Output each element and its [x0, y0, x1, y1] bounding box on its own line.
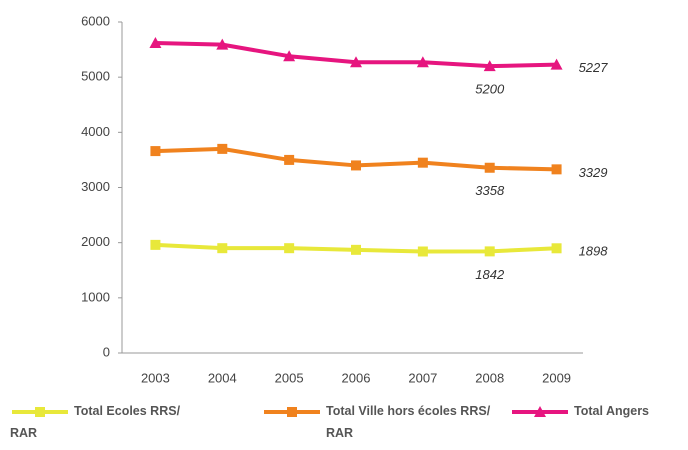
marker: [217, 243, 228, 254]
legend-item: Total Angers: [510, 400, 688, 422]
y-tick-label: 1000: [81, 289, 110, 304]
x-tick-label: 2004: [208, 370, 237, 385]
marker: [35, 406, 45, 417]
data-label: 3329: [579, 165, 608, 180]
marker: [217, 143, 228, 154]
y-tick-label: 6000: [81, 13, 110, 28]
x-tick-label: 2005: [275, 370, 304, 385]
legend-label: Total Ecoles RRS/ RAR: [10, 404, 181, 440]
x-tick-label: 2009: [542, 370, 571, 385]
x-tick-label: 2006: [342, 370, 371, 385]
y-tick-label: 3000: [81, 179, 110, 194]
marker: [534, 405, 546, 417]
marker: [284, 243, 295, 254]
marker: [149, 36, 162, 48]
marker: [417, 246, 428, 257]
x-tick-label: 2007: [408, 370, 437, 385]
marker: [484, 246, 495, 257]
legend-label: Total Angers: [574, 404, 650, 418]
marker: [551, 243, 562, 254]
marker: [351, 160, 361, 171]
marker: [550, 58, 563, 70]
legend-swatch: [512, 405, 568, 417]
marker: [483, 60, 496, 72]
x-tick-label: 2008: [475, 370, 504, 385]
marker: [416, 56, 429, 68]
marker: [284, 154, 295, 165]
data-label: 3358: [475, 183, 505, 198]
legend-item: Total Ville hors écoles RRS/ RAR: [262, 400, 502, 444]
marker: [351, 244, 361, 255]
marker: [484, 162, 495, 173]
marker: [216, 38, 229, 50]
legend-swatch: [12, 406, 68, 417]
data-label: 1898: [579, 244, 609, 259]
data-label: 1842: [475, 267, 505, 282]
data-label: 5200: [475, 82, 505, 97]
y-tick-label: 4000: [81, 124, 110, 139]
legend-label: Total Ville hors écoles RRS/ RAR: [326, 404, 491, 440]
marker: [551, 164, 562, 175]
x-tick-label: 2003: [141, 370, 170, 385]
marker: [287, 406, 297, 417]
y-tick-label: 2000: [81, 234, 110, 249]
data-label: 5227: [579, 60, 609, 75]
marker: [150, 146, 161, 157]
marker: [283, 50, 296, 62]
legend-item: Total Ecoles RRS/ RAR: [10, 400, 210, 444]
marker: [350, 56, 362, 68]
legend-swatch: [264, 406, 320, 417]
chart: 0 1000 2000 3000 4000 5000 6000 2003 2004 2005 200…: [81, 13, 609, 385]
marker: [150, 239, 161, 250]
y-tick-label: 0: [103, 344, 110, 359]
marker: [417, 157, 428, 168]
legend: Total Ecoles RRS/ RAR Total Ville hors éc…: [0, 400, 688, 450]
y-tick-label: 5000: [81, 69, 110, 84]
